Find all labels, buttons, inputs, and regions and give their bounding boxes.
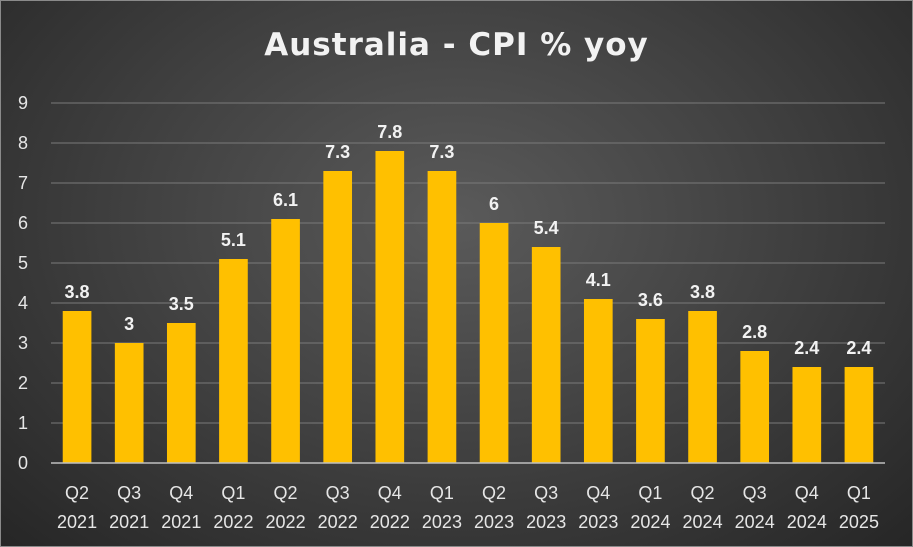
data-label: 3 bbox=[124, 314, 134, 334]
bar bbox=[375, 151, 405, 463]
bar bbox=[323, 171, 353, 463]
y-axis-ticks: 0 1 2 3 4 5 6 7 8 9 bbox=[18, 93, 28, 473]
y-tick-label: 4 bbox=[18, 293, 28, 313]
data-label: 7.8 bbox=[377, 122, 402, 142]
data-label: 3.8 bbox=[690, 282, 715, 302]
data-label: 3.5 bbox=[169, 294, 194, 314]
x-tick-label: Q2 2023 bbox=[474, 483, 514, 532]
bar bbox=[636, 319, 665, 463]
y-tick-label: 6 bbox=[18, 213, 28, 233]
bar bbox=[844, 367, 874, 463]
x-tick-label: Q1 2024 bbox=[630, 483, 670, 532]
chart-title: Australia - CPI % yoy bbox=[264, 27, 649, 63]
data-labels: 3.8 3 3.5 5.1 6.1 7.3 7.8 7.3 6 5.4 4.1 3.6 3.8 2.8 2.… bbox=[65, 122, 872, 358]
data-label: 5.1 bbox=[221, 230, 246, 250]
data-label: 3.8 bbox=[65, 282, 90, 302]
x-tick-label: Q2 2022 bbox=[266, 483, 306, 532]
bar bbox=[583, 299, 613, 463]
data-label: 2.4 bbox=[794, 338, 819, 358]
bar bbox=[271, 219, 300, 463]
x-tick-label: Q3 2024 bbox=[735, 483, 775, 532]
data-label: 7.3 bbox=[429, 142, 454, 162]
data-label: 5.4 bbox=[534, 218, 559, 238]
bar bbox=[427, 171, 457, 463]
bar bbox=[479, 223, 509, 463]
bar bbox=[166, 323, 196, 463]
data-label: 6.1 bbox=[273, 190, 298, 210]
x-tick-label: Q3 2021 bbox=[109, 483, 149, 532]
x-tick-label: Q4 2024 bbox=[787, 483, 827, 532]
x-tick-label: Q2 2021 bbox=[57, 483, 97, 532]
x-axis-ticks: Q2 2021 Q3 2021 Q4 2021 Q1 2022 Q2 2022 Q3 2022 Q4 20… bbox=[57, 483, 879, 532]
bar bbox=[688, 311, 717, 463]
y-tick-label: 7 bbox=[18, 173, 28, 193]
data-label: 3.6 bbox=[638, 290, 663, 310]
x-tick-label: Q1 2023 bbox=[422, 483, 462, 532]
y-tick-label: 5 bbox=[18, 253, 28, 273]
x-tick-label: Q1 2022 bbox=[213, 483, 253, 532]
bar bbox=[531, 247, 561, 463]
bar bbox=[792, 367, 822, 463]
data-label: 4.1 bbox=[586, 270, 611, 290]
data-label: 2.8 bbox=[742, 322, 767, 342]
bar bbox=[740, 351, 770, 463]
x-tick-label: Q3 2022 bbox=[318, 483, 358, 532]
y-tick-label: 9 bbox=[18, 93, 28, 113]
x-tick-label: Q3 2023 bbox=[526, 483, 566, 532]
data-label: 7.3 bbox=[325, 142, 350, 162]
data-label: 6 bbox=[489, 194, 499, 214]
x-tick-label: Q4 2022 bbox=[370, 483, 410, 532]
y-tick-label: 0 bbox=[18, 453, 28, 473]
bar bbox=[219, 259, 248, 463]
bar bbox=[62, 311, 92, 463]
y-tick-label: 2 bbox=[18, 373, 28, 393]
x-tick-label: Q2 2024 bbox=[683, 483, 723, 532]
x-tick-label: Q4 2021 bbox=[161, 483, 201, 532]
bars bbox=[62, 151, 874, 463]
bar bbox=[114, 343, 144, 463]
data-label: 2.4 bbox=[846, 338, 871, 358]
x-tick-label: Q4 2023 bbox=[578, 483, 618, 532]
y-tick-label: 3 bbox=[18, 333, 28, 353]
y-tick-label: 8 bbox=[18, 133, 28, 153]
y-tick-label: 1 bbox=[18, 413, 28, 433]
x-tick-label: Q1 2025 bbox=[839, 483, 879, 532]
